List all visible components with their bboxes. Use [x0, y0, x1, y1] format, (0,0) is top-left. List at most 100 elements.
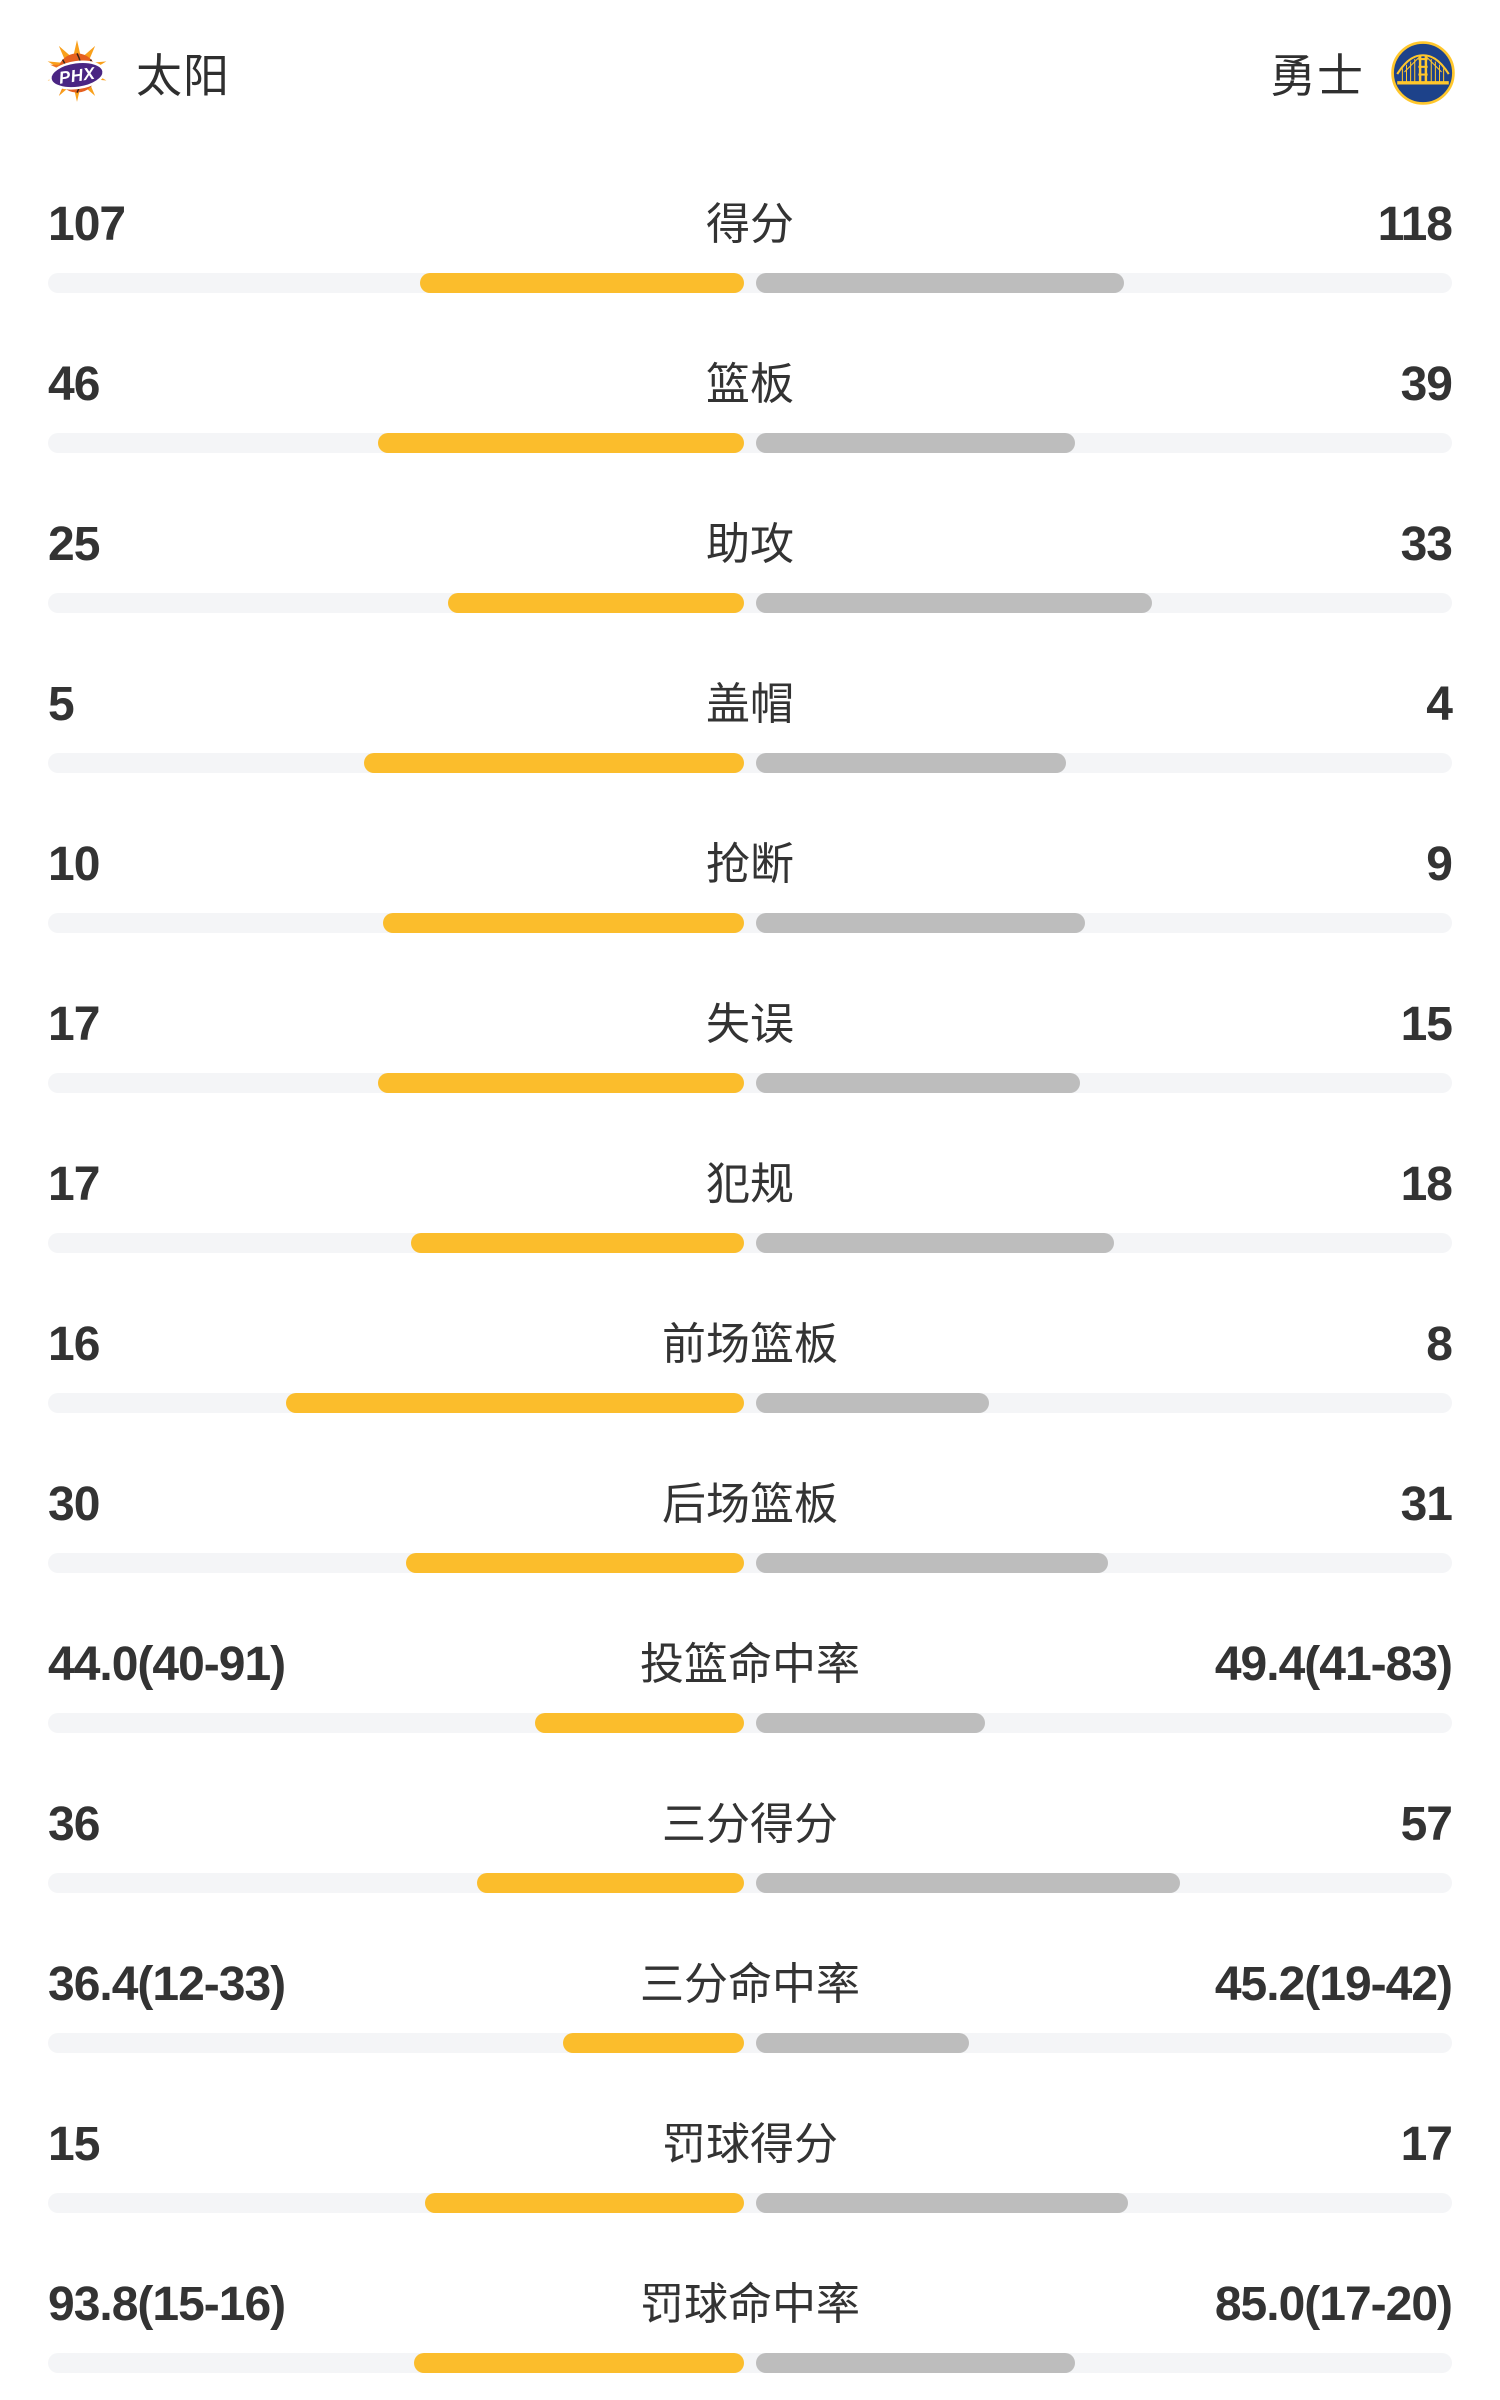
- away-value: 18: [1400, 1158, 1453, 1211]
- home-value: 17: [48, 1158, 100, 1211]
- stat-label: 篮板: [706, 360, 794, 409]
- suns-logo-icon: PHX: [47, 39, 107, 102]
- home-team-header[interactable]: PHX 太阳: [44, 39, 230, 106]
- away-bar: [756, 1233, 1115, 1253]
- stat-values: 107 得分 118: [48, 197, 1453, 253]
- away-value: 17: [1400, 2118, 1453, 2171]
- home-bar: [534, 1713, 744, 1733]
- away-bar: [756, 2353, 1075, 2373]
- home-bar: [405, 1553, 744, 1573]
- stat-bar-track: [48, 273, 1452, 293]
- away-value: 33: [1400, 518, 1453, 571]
- stat-row: 36 三分得分 57: [48, 1745, 1453, 1905]
- stat-bar-track: [48, 1073, 1452, 1093]
- stat-values: 46 篮板 39: [48, 357, 1453, 413]
- stat-bar-track: [48, 913, 1452, 933]
- away-value: 118: [1377, 198, 1453, 251]
- stat-row: 16 前场篮板 8: [48, 1265, 1453, 1425]
- stat-bar-track: [48, 1713, 1452, 1733]
- stat-label: 罚球得分: [662, 2120, 838, 2169]
- stat-bar-track: [48, 753, 1452, 773]
- stat-label: 失误: [706, 1000, 794, 1049]
- stat-bar-track: [48, 2353, 1452, 2373]
- suns-phx-badge: PHX: [49, 60, 105, 90]
- header: PHX 太阳 勇士: [0, 0, 1500, 145]
- stat-values: 44.0(40-91) 投篮命中率 49.4(41-83): [48, 1637, 1453, 1693]
- stats-list: 107 得分 118 46 篮板 39 25 助攻 33: [0, 145, 1500, 2385]
- away-bar: [756, 1553, 1109, 1573]
- stat-label: 三分命中率: [640, 1960, 860, 2009]
- stat-row: 17 犯规 18: [48, 1105, 1453, 1265]
- stat-label: 犯规: [706, 1160, 794, 1209]
- stat-label: 助攻: [706, 520, 794, 569]
- home-value: 36.4(12-33): [48, 1958, 286, 2011]
- home-bar: [447, 593, 744, 613]
- away-bar: [756, 2193, 1129, 2213]
- stat-values: 30 后场篮板 31: [48, 1477, 1453, 1533]
- stat-row: 25 助攻 33: [48, 465, 1453, 625]
- away-bar: [756, 1713, 985, 1733]
- away-value: 4: [1426, 678, 1453, 731]
- stat-row: 10 抢断 9: [48, 785, 1453, 945]
- stat-label: 盖帽: [706, 680, 794, 729]
- home-value: 15: [48, 2118, 100, 2171]
- away-value: 9: [1426, 838, 1453, 891]
- home-bar: [419, 273, 744, 293]
- stat-row: 36.4(12-33) 三分命中率 45.2(19-42): [48, 1905, 1453, 2065]
- warriors-bridge: [1396, 53, 1450, 84]
- stat-values: 36.4(12-33) 三分命中率 45.2(19-42): [48, 1957, 1453, 2013]
- away-value: 49.4(41-83): [1214, 1638, 1453, 1691]
- home-bar: [377, 433, 744, 453]
- home-value: 25: [48, 518, 100, 571]
- stat-values: 93.8(15-16) 罚球命中率 85.0(17-20): [48, 2277, 1453, 2333]
- home-value: 44.0(40-91): [48, 1638, 286, 1691]
- home-bar: [286, 1393, 744, 1413]
- stat-label: 得分: [706, 200, 794, 249]
- home-value: 10: [48, 838, 100, 891]
- stat-label: 投篮命中率: [640, 1640, 860, 1689]
- home-value: 107: [48, 198, 126, 251]
- stat-label: 罚球命中率: [640, 2280, 860, 2329]
- home-bar: [477, 1873, 744, 1893]
- stat-label: 三分得分: [662, 1800, 838, 1849]
- stat-values: 15 罚球得分 17: [48, 2117, 1453, 2173]
- away-team-header[interactable]: 勇士: [1270, 40, 1456, 106]
- stat-row: 44.0(40-91) 投篮命中率 49.4(41-83): [48, 1585, 1453, 1745]
- stat-bar-track: [48, 1873, 1452, 1893]
- away-value: 57: [1400, 1798, 1453, 1851]
- stat-row: 30 后场篮板 31: [48, 1425, 1453, 1585]
- away-bar: [756, 1073, 1081, 1093]
- home-value: 17: [48, 998, 100, 1051]
- stat-label: 前场篮板: [662, 1320, 838, 1369]
- stat-bar-track: [48, 1393, 1452, 1413]
- home-bar: [562, 2033, 744, 2053]
- away-team-name: 勇士: [1270, 49, 1364, 102]
- home-value: 16: [48, 1318, 100, 1371]
- away-value: 8: [1426, 1318, 1453, 1371]
- away-bar: [756, 1873, 1180, 1893]
- away-bar: [756, 593, 1152, 613]
- away-value: 45.2(19-42): [1214, 1958, 1453, 2011]
- home-bar: [425, 2193, 744, 2213]
- home-value: 93.8(15-16): [48, 2278, 286, 2331]
- away-value: 39: [1400, 358, 1453, 411]
- away-bar: [756, 2033, 970, 2053]
- stat-bar-track: [48, 1233, 1452, 1253]
- stat-values: 17 犯规 18: [48, 1157, 1453, 1213]
- away-bar: [756, 1393, 990, 1413]
- stat-bar-track: [48, 2193, 1452, 2213]
- stat-bar-track: [48, 2033, 1452, 2053]
- away-bar: [756, 273, 1124, 293]
- home-team-name: 太阳: [136, 49, 230, 102]
- stat-values: 10 抢断 9: [48, 837, 1453, 893]
- warriors-logo-icon: [1391, 40, 1455, 105]
- home-bar: [363, 753, 744, 773]
- stat-bar-track: [48, 433, 1452, 453]
- stat-row: 46 篮板 39: [48, 305, 1453, 465]
- stat-label: 抢断: [706, 840, 794, 889]
- stat-values: 5 盖帽 4: [48, 677, 1453, 733]
- stat-label: 后场篮板: [662, 1480, 838, 1529]
- home-value: 46: [48, 358, 100, 411]
- stat-row: 17 失误 15: [48, 945, 1453, 1105]
